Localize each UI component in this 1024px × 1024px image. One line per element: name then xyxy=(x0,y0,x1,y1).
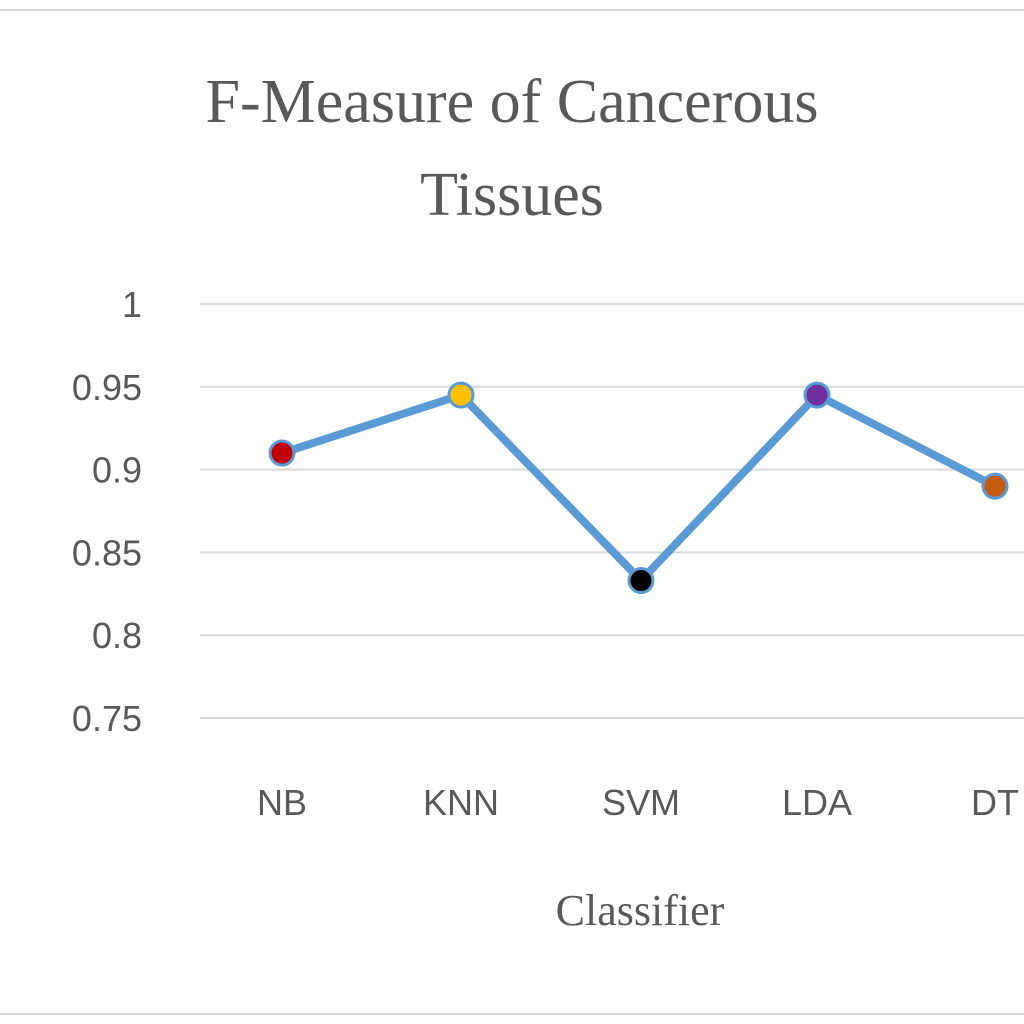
chart-title-line-2: Tissues xyxy=(420,161,604,229)
x-tick-label: KNN xyxy=(423,782,499,823)
data-point-dt xyxy=(981,472,1009,500)
y-tick-label: 0.85 xyxy=(72,532,142,573)
data-point-knn xyxy=(447,381,475,409)
x-tick-label: SVM xyxy=(602,782,680,823)
series-markers xyxy=(268,381,1009,595)
y-axis-ticks: 1 0.95 0.9 0.85 0.8 0.75 xyxy=(72,284,142,739)
x-axis-label: Classifier xyxy=(556,886,725,935)
data-point-nb xyxy=(268,439,296,467)
y-tick-label: 1 xyxy=(122,284,142,325)
data-point-lda xyxy=(803,381,831,409)
x-tick-label: NB xyxy=(257,782,307,823)
chart-title-line-1: F-Measure of Cancerous xyxy=(206,68,819,136)
y-tick-label: 0.75 xyxy=(72,698,142,739)
y-tick-label: 0.9 xyxy=(92,450,142,491)
x-tick-label: DT xyxy=(971,782,1019,823)
data-point-svm xyxy=(627,567,655,595)
y-tick-label: 0.8 xyxy=(92,615,142,656)
y-tick-label: 0.95 xyxy=(72,367,142,408)
gridlines xyxy=(200,303,1024,719)
x-tick-label: LDA xyxy=(782,782,852,823)
x-axis-ticks: NB KNN SVM LDA DT xyxy=(257,782,1019,823)
